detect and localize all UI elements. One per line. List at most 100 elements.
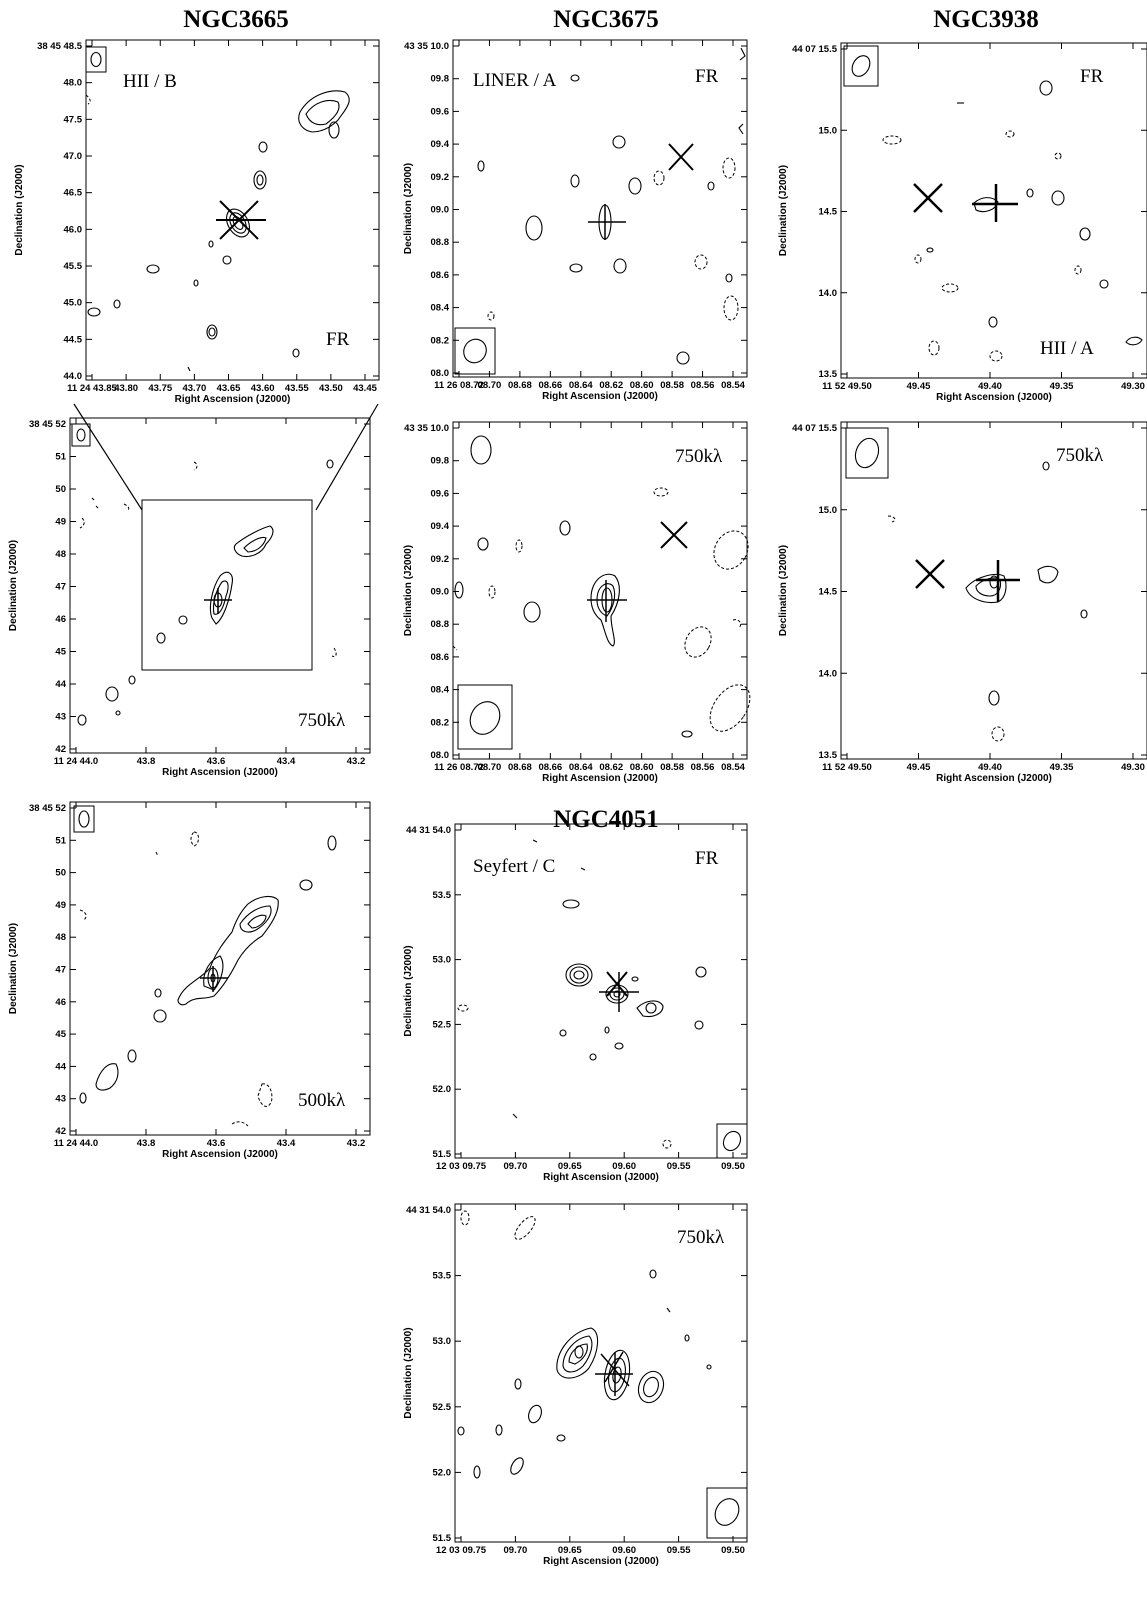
fr-label: FR xyxy=(695,66,719,87)
x-tick-label: 43.4 xyxy=(277,756,296,767)
x-axis-label: Right Ascension (J2000) xyxy=(543,1556,659,1567)
y-axis-label: Declination (J2000) xyxy=(403,945,414,1036)
y-tick-label: 08.8 xyxy=(431,237,450,248)
y-tick-label: 48.0 xyxy=(64,78,83,89)
y-tick-label: 44 31 54.0 xyxy=(406,825,451,836)
x-tick-label: 09.50 xyxy=(721,1545,745,1556)
y-tick-label: 44 07 15.5 xyxy=(792,44,838,55)
x-tick-label: 08.58 xyxy=(660,380,684,391)
y-tick-label: 14.0 xyxy=(819,288,838,299)
contour-panel-ngc3938-750k: 750kλ 11 52 49.50 49.45 49.40 49.35 49.30 Rig… xyxy=(778,421,1147,784)
y-tick-label: 44.0 xyxy=(64,371,83,382)
contours xyxy=(457,839,707,1149)
contours xyxy=(77,459,337,726)
resolution-label: 750kλ xyxy=(1056,445,1104,466)
y-tick-label: 09.2 xyxy=(431,554,450,565)
y-tick-label: 49 xyxy=(55,517,66,528)
x-tick-label: 09.60 xyxy=(612,1545,636,1556)
optical-marker xyxy=(587,521,688,622)
contours xyxy=(452,435,751,738)
y-tick-label: 44.5 xyxy=(64,334,83,345)
title-ngc3665: NGC3665 xyxy=(183,6,289,33)
y-tick-label: 08.0 xyxy=(431,750,450,761)
class-label: HII / B xyxy=(123,71,177,92)
x-tick-label: 08.64 xyxy=(569,380,593,391)
x-tick-label: 11 52 49.50 xyxy=(822,381,872,392)
x-tick-label: 43.8 xyxy=(137,756,156,767)
class-label: HII / A xyxy=(1040,338,1094,359)
x-tick-label: 11 24 44.0 xyxy=(54,1138,98,1149)
y-axis-label: Declination (J2000) xyxy=(778,545,789,636)
x-tick-label: 12 03 09.75 xyxy=(436,1545,487,1556)
y-axis-label: Declination (J2000) xyxy=(403,545,414,636)
x-tick-label: 49.45 xyxy=(907,381,931,392)
y-tick-label: 43 35 10.0 xyxy=(404,41,449,52)
y-tick-label: 14.0 xyxy=(819,668,838,679)
y-tick-label: 42 xyxy=(55,744,66,755)
y-axis-label: Declination (J2000) xyxy=(8,540,19,631)
y-tick-label: 08.2 xyxy=(431,717,450,728)
x-tick-label: 08.68 xyxy=(508,762,532,773)
y-tick-label: 45.0 xyxy=(64,298,83,309)
y-tick-label: 38 45 52 xyxy=(29,803,66,814)
contour-panel-ngc4051-fr: Seyfert / C FR 12 03 09.75 09.70 09.65 09.6… xyxy=(403,823,748,1183)
x-tick-label: 08.60 xyxy=(630,380,654,391)
x-axis-label: Right Ascension (J2000) xyxy=(162,767,278,778)
x-axis-label: Right Ascension (J2000) xyxy=(936,773,1052,784)
x-tick-label: 08.56 xyxy=(691,380,715,391)
y-tick-label: 52.5 xyxy=(433,1402,452,1413)
x-tick-label: 08.56 xyxy=(691,762,715,773)
beam-ellipse-box xyxy=(454,327,496,375)
y-tick-label: 47.0 xyxy=(64,151,83,162)
contour-panel-ngc4051-750k: 750kλ 12 03 09.75 09.70 09.65 09.60 09.55 09.… xyxy=(403,1203,748,1567)
y-tick-label: 08.6 xyxy=(431,652,450,663)
resolution-label: 750kλ xyxy=(298,710,346,731)
y-tick-label: 43 35 10.0 xyxy=(404,423,449,434)
x-tick-label: 09.55 xyxy=(667,1545,691,1556)
x-tick-label: 11 52 49.50 xyxy=(822,762,872,773)
x-tick-label: 43.65 xyxy=(217,383,241,394)
y-tick-label: 44 xyxy=(55,679,66,690)
y-tick-label: 08.0 xyxy=(431,368,450,379)
y-tick-label: 53.5 xyxy=(433,1271,452,1282)
class-label: LINER / A xyxy=(473,70,557,91)
x-tick-label: 08.62 xyxy=(599,380,623,391)
x-tick-label: 11 26 08.72 xyxy=(434,762,484,773)
optical-marker xyxy=(595,1351,633,1396)
y-tick-label: 08.2 xyxy=(431,335,450,346)
y-axis-label: Declination (J2000) xyxy=(778,165,789,256)
optical-marker xyxy=(204,588,232,614)
x-axis-label: Right Ascension (J2000) xyxy=(542,773,658,784)
y-axis-label: Declination (J2000) xyxy=(14,164,25,255)
x-tick-label: 43.2 xyxy=(347,1138,366,1149)
x-tick-label: 08.70 xyxy=(478,762,502,773)
y-tick-label: 46.5 xyxy=(64,188,83,199)
y-tick-label: 47 xyxy=(55,582,66,593)
beam-ellipse-box xyxy=(85,46,107,73)
beam-ellipse-box xyxy=(706,1487,748,1539)
y-tick-label: 09.4 xyxy=(431,139,450,150)
y-tick-label: 14.5 xyxy=(819,207,838,218)
y-tick-label: 43 xyxy=(55,712,66,723)
y-tick-label: 09.6 xyxy=(431,106,450,117)
y-tick-label: 50 xyxy=(55,484,66,495)
y-tick-label: 08.4 xyxy=(431,303,450,314)
y-tick-label: 13.5 xyxy=(819,750,838,761)
y-tick-label: 46.0 xyxy=(64,224,83,235)
x-tick-label: 43.8 xyxy=(137,1138,156,1149)
y-tick-label: 09.8 xyxy=(431,74,450,85)
axis-ticks: 12 03 09.75 09.70 09.65 09.60 09.55 09.50 Righ… xyxy=(403,824,747,1183)
x-tick-label: 09.70 xyxy=(504,1545,528,1556)
axis-ticks: 11 24 44.0 43.8 43.6 43.4 43.2 Right Ascensio… xyxy=(8,802,370,1160)
x-tick-label: 43.50 xyxy=(319,383,343,394)
x-tick-label: 43.80 xyxy=(114,383,138,394)
y-tick-label: 44 07 15.5 xyxy=(792,423,838,434)
x-tick-label: 08.62 xyxy=(599,762,623,773)
title-ngc3938: NGC3938 xyxy=(933,6,1039,33)
beam-ellipse-box xyxy=(843,45,879,87)
y-tick-label: 49 xyxy=(55,900,66,911)
